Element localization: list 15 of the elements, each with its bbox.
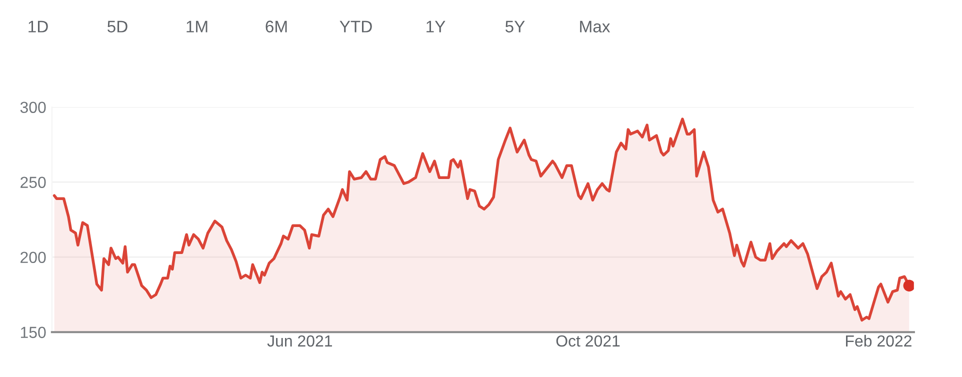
text: 6M <box>266 20 287 32</box>
y-tick-label: 250 <box>20 176 46 188</box>
x-tick-label: Oct 2021 <box>556 335 620 347</box>
text: 1M <box>186 20 208 32</box>
x-tick-label: Feb 2022 <box>846 334 912 347</box>
text: 5Y <box>505 20 525 32</box>
y-tick-label: 300 <box>20 102 46 114</box>
text: 1D <box>28 20 48 32</box>
text: YTD <box>340 20 372 32</box>
y-tick-label: 200 <box>20 252 46 264</box>
text: 1Y <box>426 20 446 32</box>
x-tick-label: Jun 2021 <box>267 335 332 347</box>
y-tick-label: 150 <box>20 326 46 338</box>
text: Max <box>580 20 610 32</box>
text: 5D <box>108 20 128 32</box>
